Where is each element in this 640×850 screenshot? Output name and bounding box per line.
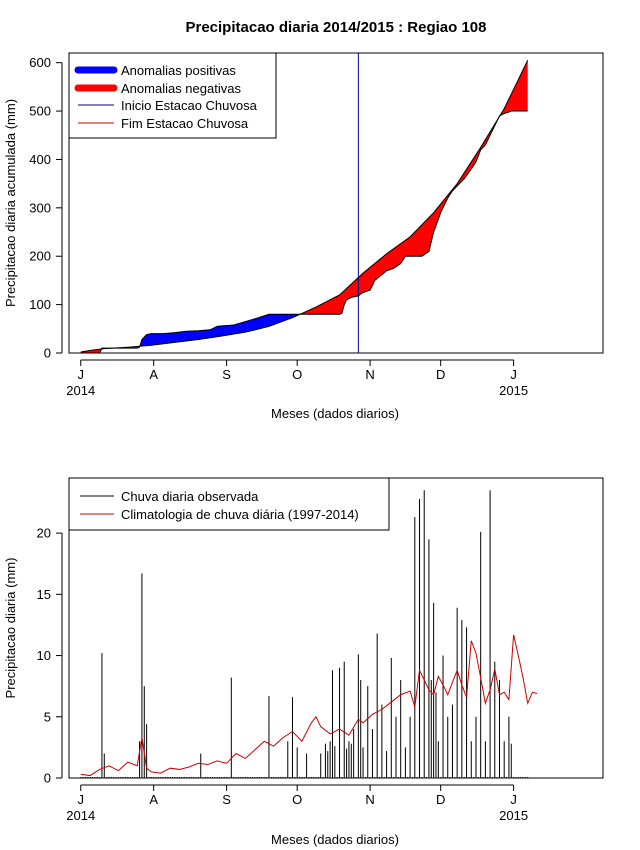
year-label: 2014 [66,383,95,398]
x-tick-label: J [78,367,85,382]
y-tick-label: 5 [44,709,51,724]
y-tick-label: 100 [29,297,51,312]
legend-label-observed: Chuva diaria observada [121,489,259,504]
y-axis-label-daily: Precipitacao diaria (mm) [3,558,18,699]
y-tick-label: 200 [29,249,51,264]
climatology-accumulated-line [80,60,529,353]
y-axis-daily: 0 5 10 15 20 [37,526,63,786]
y-axis-label: Precipitacao diaria acumulada (mm) [3,99,18,307]
year-label: 2014 [66,808,95,823]
chart-title: Precipitacao diaria 2014/2015 : Regiao 1… [185,19,486,36]
x-tick-label: D [436,367,445,382]
x-tick-label: N [365,367,374,382]
x-tick-label: O [292,367,302,382]
negative-anomaly-area [300,118,499,315]
x-tick-label: A [149,367,158,382]
y-tick-label: 20 [37,526,51,541]
legend-label-climatology: Climatologia de chuva diária (1997-2014) [121,507,359,522]
climatology-line-group [80,634,538,777]
x-axis-label-daily: Meses (dados diarios) [271,832,399,847]
x-tick-label: S [222,367,231,382]
legend-box-daily [68,477,390,531]
legend-daily: Chuva diaria observada Climatologia de c… [68,477,390,531]
negative-anomaly-area [500,60,528,116]
y-tick-label: 0 [44,771,51,786]
daily-rain-bars [80,490,529,778]
legend-label-negative: Anomalias negativas [121,81,241,96]
legend: Anomalias positivas Anomalias negativas … [68,52,277,139]
legend-label-end: Fim Estacao Chuvosa [121,116,249,131]
y-tick-label: 500 [29,104,51,119]
y-tick-label: 15 [37,587,51,602]
x-tick-label: J [510,367,517,382]
y-axis: 0 100 200 300 400 500 600 [29,55,63,361]
climatology-daily-line [80,634,538,777]
x-tick-label: D [436,792,445,807]
observed-accumulated-line [80,110,528,354]
y-tick-label: 0 [44,346,51,361]
x-axis-label: Meses (dados diarios) [271,406,399,421]
x-tick-label: J [78,792,85,807]
y-tick-label: 400 [29,152,51,167]
x-tick-label: N [365,792,374,807]
legend-label-onset: Inicio Estacao Chuvosa [121,98,258,113]
x-tick-label: O [292,792,302,807]
legend-label-positive: Anomalias positivas [121,63,236,78]
accumulated-panel: Precipitacao diaria 2014/2015 : Regiao 1… [3,19,604,421]
x-tick-label: S [222,792,231,807]
x-tick-label: A [149,792,158,807]
positive-anomaly-area [140,313,301,347]
x-tick-label: J [510,792,517,807]
plot-frame [68,52,604,354]
y-tick-label: 10 [37,648,51,663]
y-tick-label: 600 [29,55,51,70]
year-label: 2015 [499,808,528,823]
y-tick-label: 300 [29,200,51,215]
accumulated-lines [80,53,529,354]
year-label: 2015 [499,383,528,398]
